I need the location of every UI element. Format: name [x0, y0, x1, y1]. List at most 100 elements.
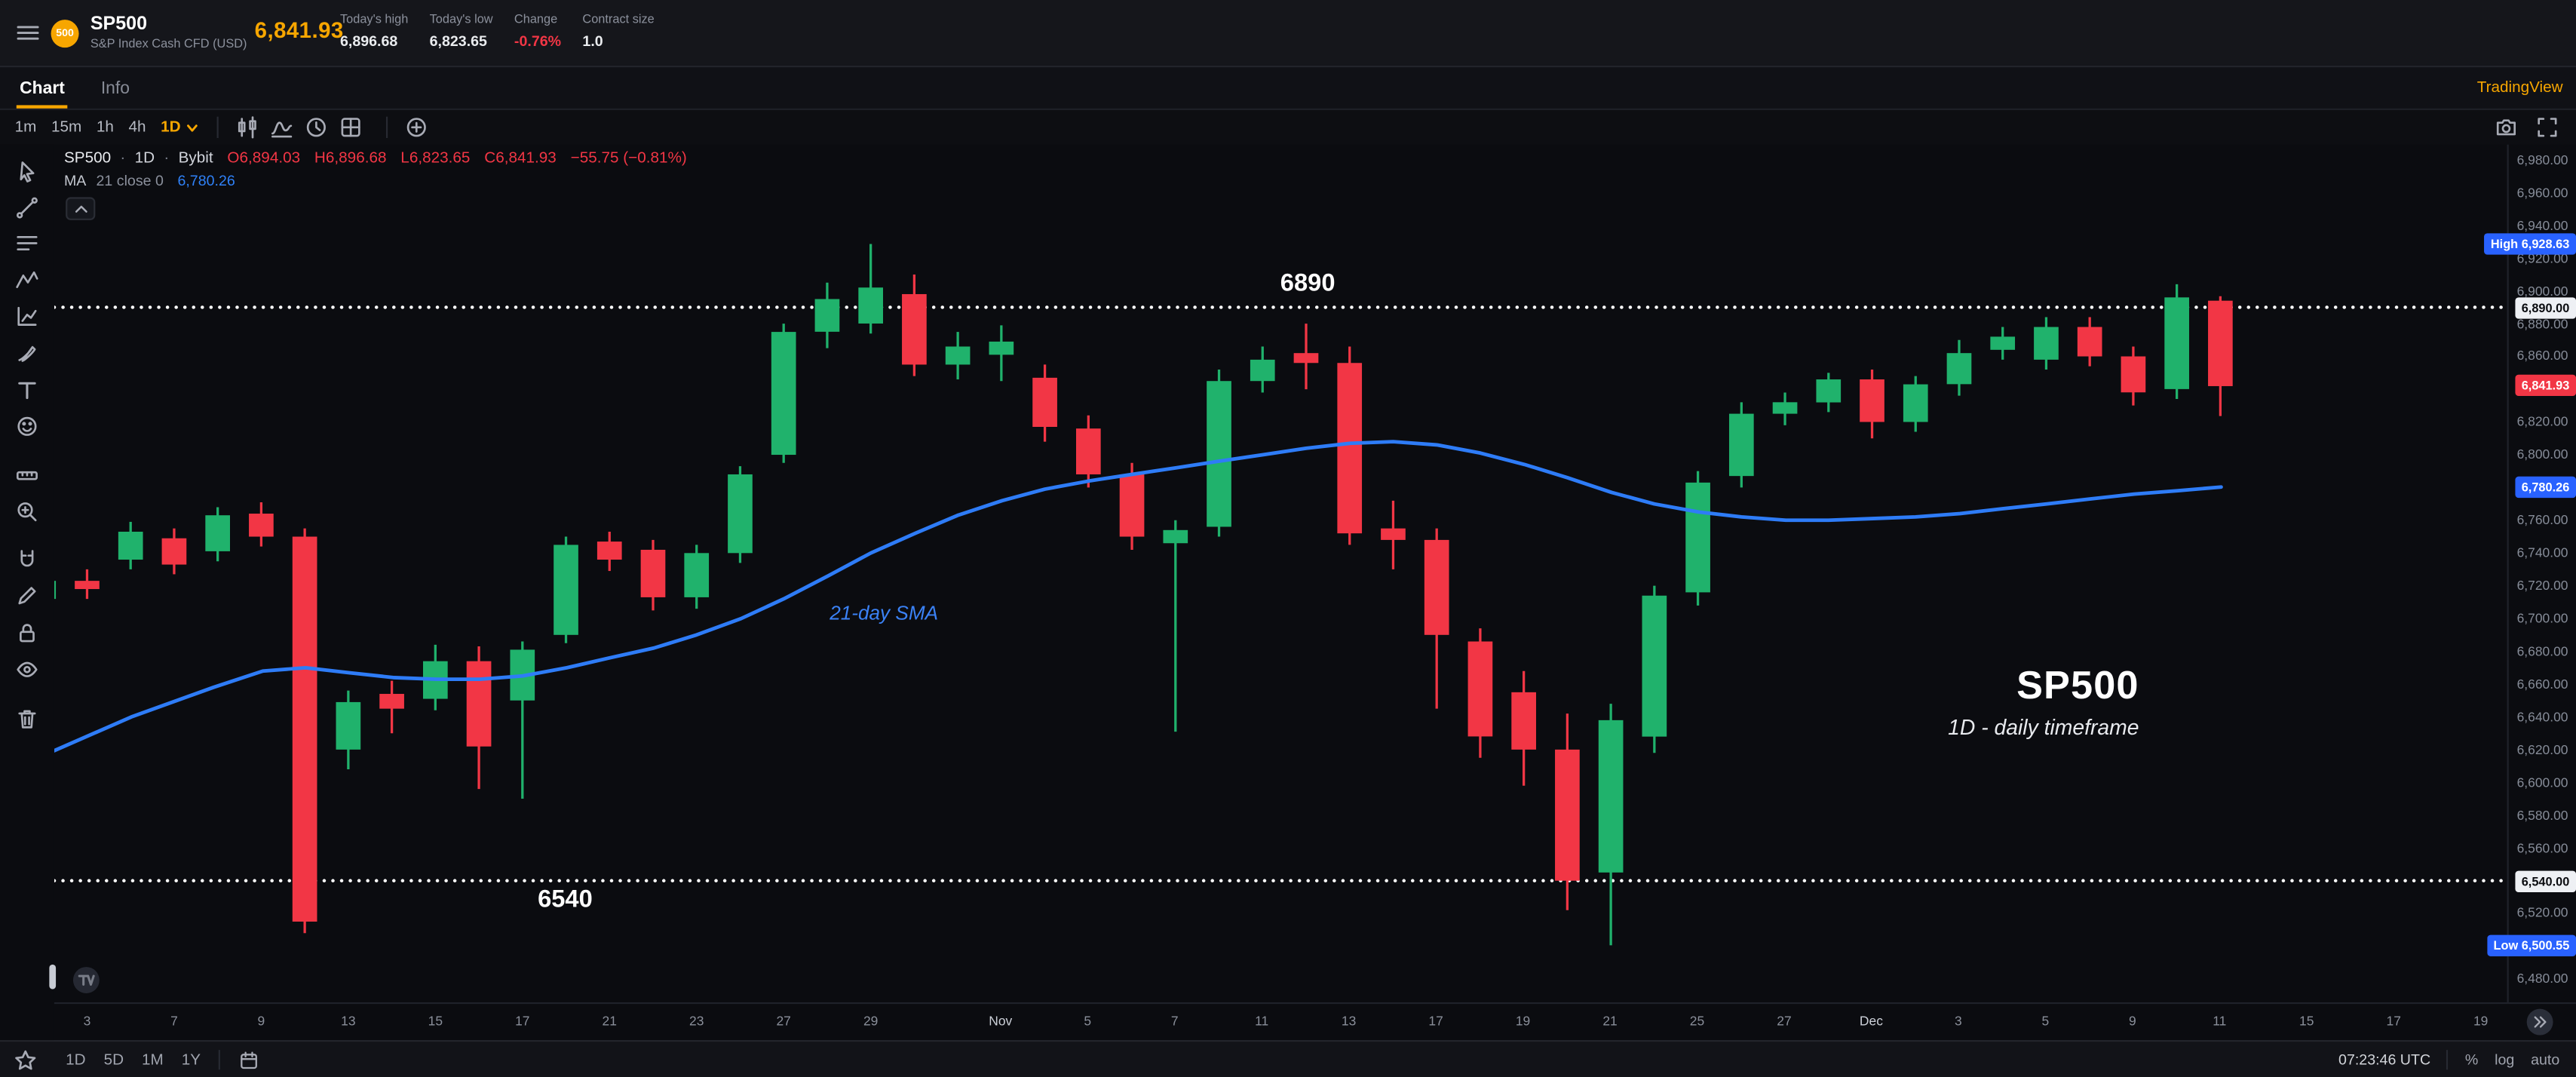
time-axis-label: 13	[1341, 1014, 1357, 1029]
price-axis-badge: 6,890.00	[2514, 296, 2576, 318]
legend-change: −55.75 (−0.81%)	[570, 149, 687, 168]
alert-icon[interactable]	[302, 113, 330, 141]
chart-legend[interactable]: SP500 · 1D · Bybit O6,894.03 H6,896.68 L…	[64, 149, 687, 167]
legend-collapse-button[interactable]	[66, 197, 96, 220]
toolbar-divider	[216, 116, 219, 139]
drawing-toolbar	[0, 144, 54, 1039]
timeframe-1m[interactable]: 1m	[14, 118, 37, 137]
emoji-icon[interactable]	[13, 413, 41, 440]
price-axis-label: 6,820.00	[2516, 414, 2568, 430]
price-axis-label: 6,960.00	[2516, 185, 2568, 201]
time-axis-label: 21	[1602, 1014, 1618, 1029]
indicators-icon[interactable]	[268, 113, 296, 141]
drawing-toolbar-handle[interactable]	[49, 964, 57, 990]
legend-exchange: Bybit	[178, 149, 213, 168]
legend-symbol: SP500	[63, 149, 112, 168]
time-axis-label: 11	[2213, 1014, 2227, 1029]
candles-style-icon[interactable]	[233, 113, 261, 141]
price-axis[interactable]: 6,980.00 6,960.00 6,940.00 6,920.00 6,900.00…	[2484, 144, 2576, 1002]
tradingview-logo[interactable]	[72, 966, 100, 1002]
utc-clock[interactable]: 07:23:46 UTC	[2338, 1051, 2431, 1069]
time-axis-label: 9	[2128, 1014, 2136, 1029]
range-5d-button[interactable]: 5D	[103, 1051, 124, 1069]
time-axis-label: 27	[776, 1014, 791, 1029]
timeframe-15m[interactable]: 15m	[51, 118, 82, 137]
menu-icon[interactable]	[13, 18, 42, 48]
eye-icon[interactable]	[13, 655, 41, 683]
pattern-icon[interactable]	[13, 266, 41, 294]
time-axis-label: 25	[1689, 1014, 1705, 1029]
zoom-icon[interactable]	[13, 498, 41, 526]
timeframe-1d-label: 1D	[161, 118, 181, 137]
instrument-block[interactable]: SP500 S&P Index Cash CFD (USD)	[90, 14, 247, 52]
legend-open-value: 6,894.03	[239, 149, 301, 168]
layout-icon[interactable]	[337, 113, 365, 141]
time-axis-label: 15	[2299, 1014, 2314, 1029]
symbol-title: SP500	[90, 14, 148, 34]
legend-high-label: H	[314, 149, 326, 168]
stat-value: 6,823.65	[429, 32, 487, 50]
price-axis-label: 6,560.00	[2516, 840, 2568, 856]
percent-scale-button[interactable]: %	[2464, 1051, 2479, 1069]
camera-icon[interactable]	[2492, 113, 2520, 141]
fib-lines-icon[interactable]	[13, 230, 41, 258]
timeframe-1d[interactable]: 1D	[161, 118, 198, 137]
tab-info[interactable]: Info	[100, 78, 130, 98]
timeframe-1h[interactable]: 1h	[96, 118, 114, 137]
time-axis[interactable]: 3 7 9 13 15 17 21 23 27 29 Nov 5 7 11 13 17 19 21 25 27 Dec 3…	[0, 1002, 2576, 1040]
range-1d-button[interactable]: 1D	[66, 1051, 86, 1069]
tab-bar: Chart Info TradingView	[0, 67, 2576, 110]
last-price: 6,841.93	[254, 17, 344, 43]
range-1m-button[interactable]: 1M	[142, 1051, 164, 1069]
resistance-level-label[interactable]: 6890	[1280, 269, 1336, 298]
time-axis-label: 5	[1084, 1014, 1092, 1029]
sma-annotation[interactable]: 21-day SMA	[830, 601, 939, 624]
price-axis-label: 6,800.00	[2516, 446, 2568, 462]
ma-value: 6,780.26	[177, 172, 235, 189]
ruler-icon[interactable]	[13, 462, 41, 489]
ma-legend[interactable]: MA 21 close 0 6,780.26	[64, 173, 235, 189]
chevron-up-icon	[74, 204, 87, 212]
price-axis-label: 6,580.00	[2516, 807, 2568, 823]
stat-label: Today's low	[429, 11, 493, 26]
fullscreen-icon[interactable]	[2533, 113, 2561, 141]
legend-low-value: 6,823.65	[409, 149, 471, 168]
star-icon[interactable]	[13, 1048, 38, 1072]
cursor-icon[interactable]	[13, 158, 41, 186]
price-axis-label: 6,680.00	[2516, 643, 2568, 659]
text-icon[interactable]	[13, 376, 41, 404]
candlestick-chart[interactable]	[0, 145, 2576, 1002]
tab-chart[interactable]: Chart	[16, 67, 69, 109]
timeframe-4h[interactable]: 4h	[128, 118, 146, 137]
price-axis-label: 6,740.00	[2516, 545, 2568, 561]
trend-line-icon[interactable]	[13, 194, 41, 222]
bottombar-divider	[2446, 1050, 2449, 1070]
instrument-logo: 500	[51, 19, 79, 48]
tradingview-link[interactable]: TradingView	[2476, 78, 2563, 97]
support-level-label[interactable]: 6540	[538, 885, 593, 914]
log-scale-button[interactable]: log	[2495, 1051, 2515, 1069]
pencil-icon[interactable]	[13, 581, 41, 609]
magnet-icon[interactable]	[13, 545, 41, 573]
price-axis-label: 6,760.00	[2516, 512, 2568, 528]
go-to-realtime-button[interactable]	[2526, 1008, 2553, 1036]
lock-icon[interactable]	[13, 619, 41, 647]
time-axis-label: 13	[341, 1014, 356, 1029]
add-icon[interactable]	[403, 113, 431, 141]
legend-interval: 1D	[134, 149, 155, 168]
price-axis-badge: 6,780.26	[2514, 476, 2576, 498]
time-axis-label: 5	[2041, 1014, 2050, 1029]
calendar-icon[interactable]	[235, 1047, 262, 1073]
chevrons-right-icon	[2534, 1016, 2547, 1028]
trash-icon[interactable]	[13, 705, 41, 733]
range-1y-button[interactable]: 1Y	[181, 1051, 201, 1069]
legend-sep: ·	[164, 149, 170, 168]
chart-watermark: SP500 1D - daily timeframe	[1564, 664, 2139, 739]
auto-scale-button[interactable]: auto	[2531, 1051, 2560, 1069]
time-axis-label: 11	[1255, 1014, 1269, 1029]
brush-icon[interactable]	[13, 339, 41, 367]
forecast-icon[interactable]	[13, 302, 41, 330]
stat-todays-low: Today's low 6,823.65	[430, 11, 493, 49]
